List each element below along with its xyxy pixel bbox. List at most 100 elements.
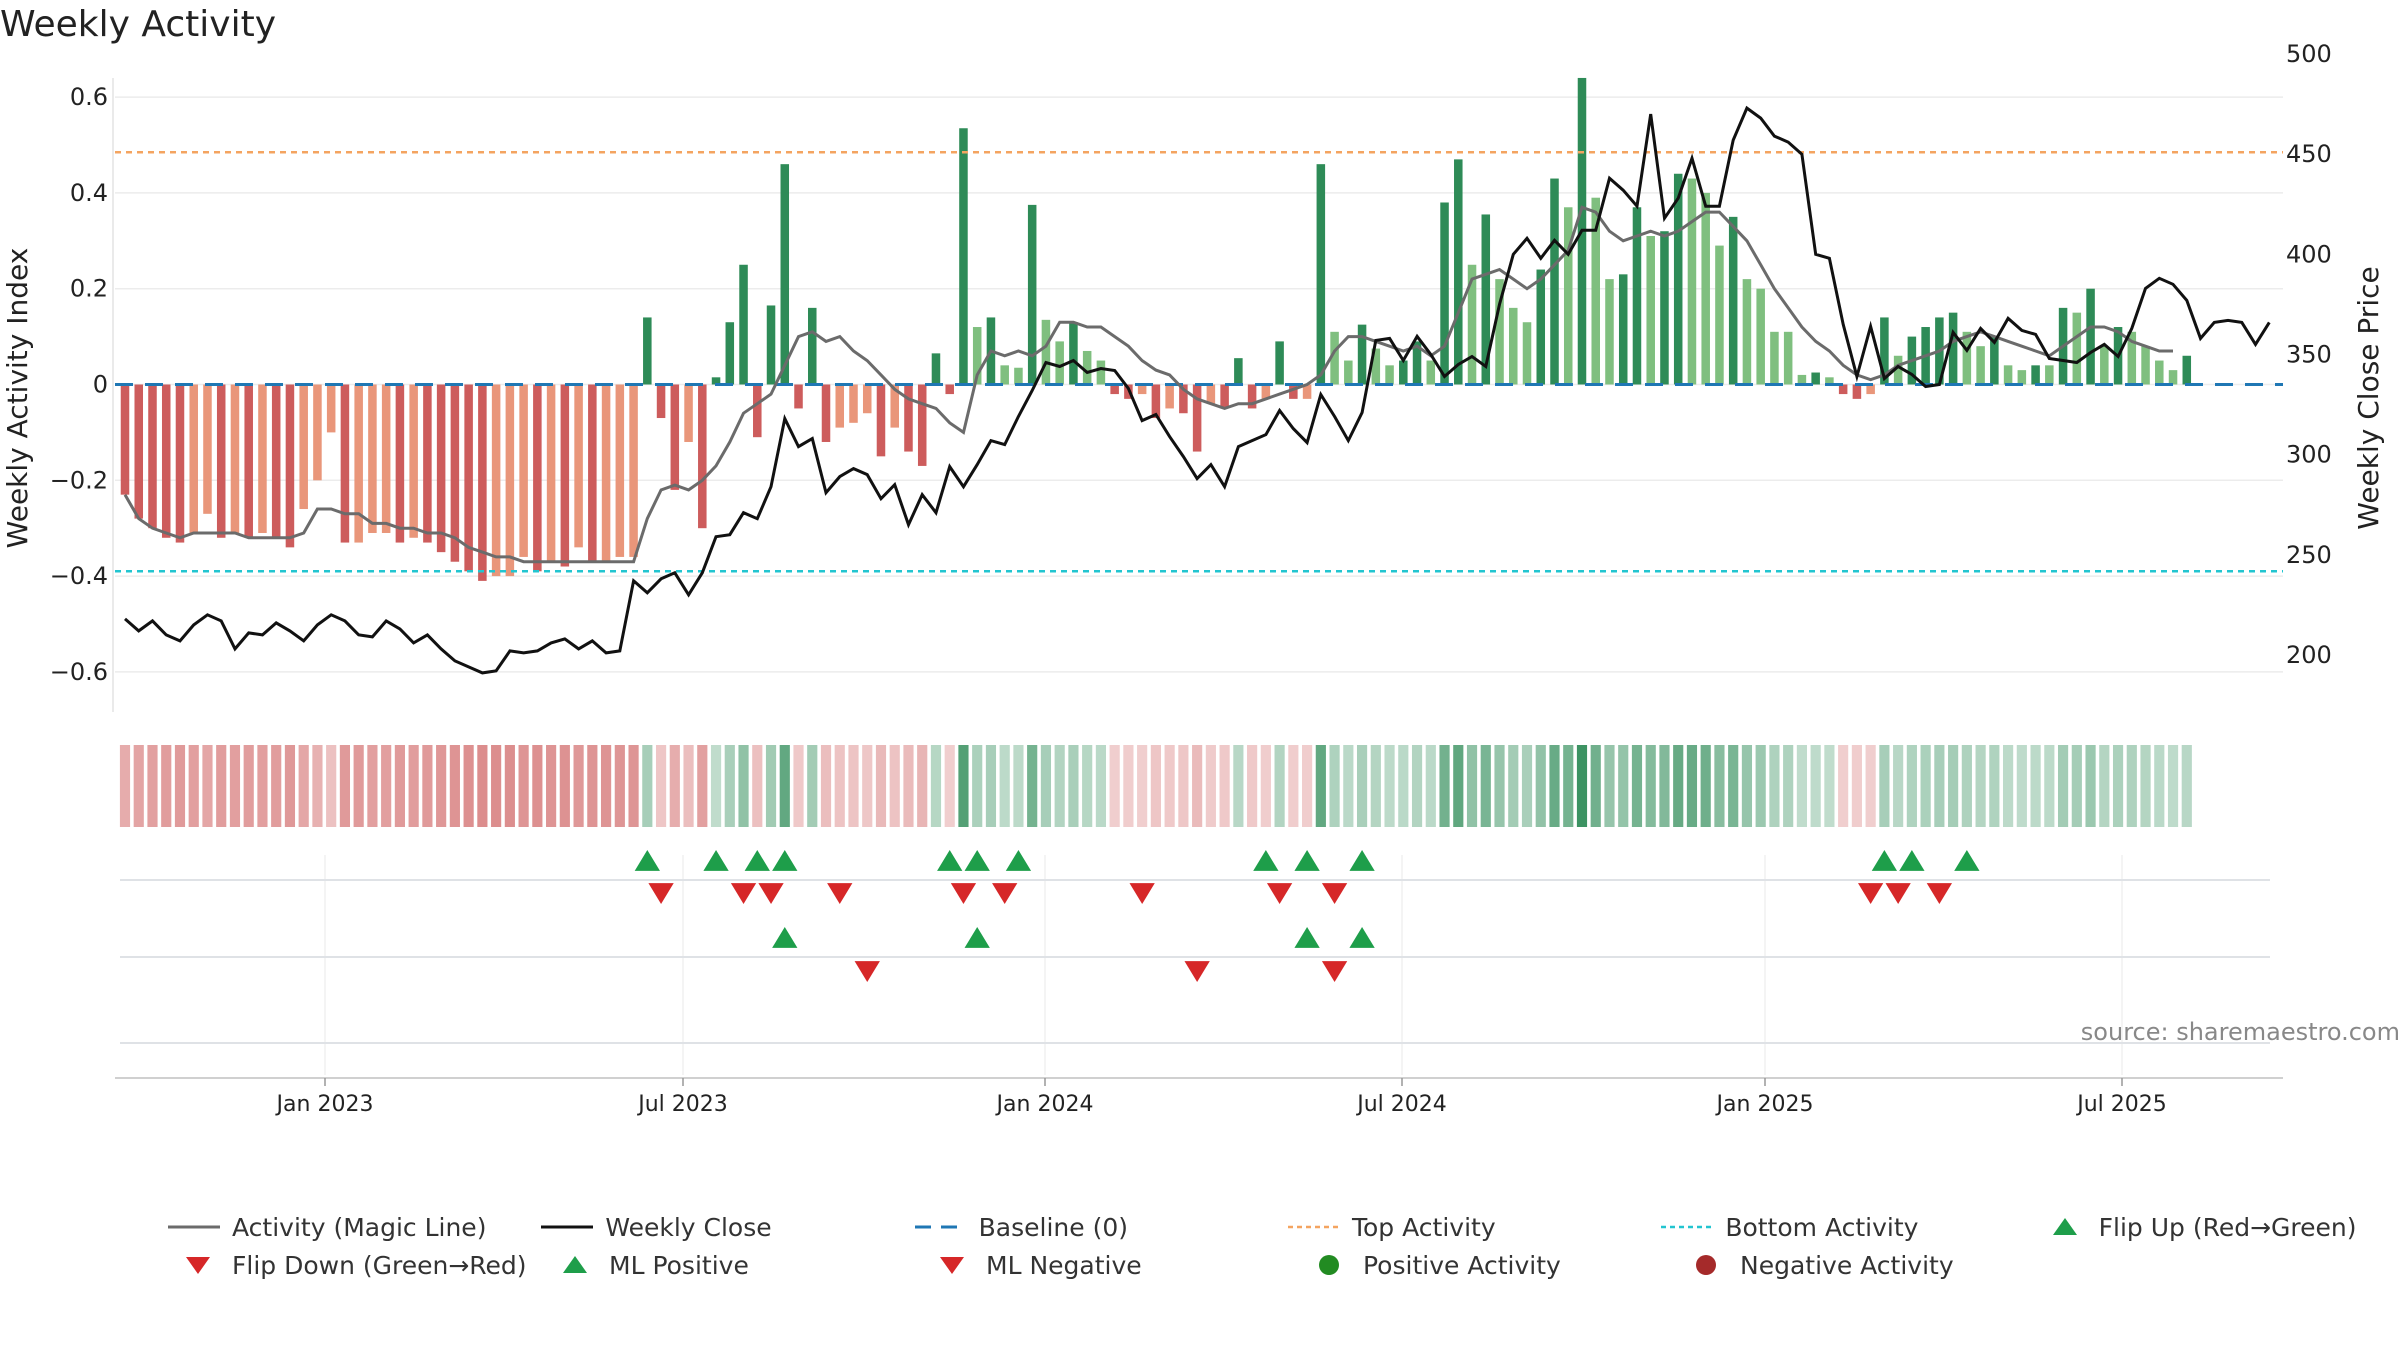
heat-strip-cell [1549, 745, 1560, 827]
activity-bar [1797, 374, 1807, 385]
activity-bar [1110, 384, 1119, 395]
legend-label: Flip Down (Green→Red) [232, 1250, 527, 1280]
heat-strip-cell [1302, 745, 1313, 827]
baseline-swatch [914, 1225, 967, 1229]
heat-strip-cell [1260, 745, 1271, 827]
activity-bar [1014, 367, 1023, 385]
activity-bar [230, 384, 240, 533]
heat-strip-cell [779, 745, 790, 827]
activity-bar [1948, 312, 1958, 385]
activity-bar [1962, 331, 1972, 385]
heat-strip-cell [752, 745, 763, 827]
heat-strip-cell [202, 745, 213, 827]
activity-bar [1550, 178, 1559, 385]
activity-bar [1770, 331, 1779, 385]
activity-bar [436, 384, 446, 553]
activity-bar [519, 384, 528, 557]
heat-strip-cell [1274, 745, 1285, 827]
source-credit: source: sharemaestro.com [2080, 1018, 2400, 1046]
activity-bar [1344, 360, 1353, 385]
heat-strip-cell [1535, 745, 1546, 827]
heat-strip-cell [119, 745, 131, 827]
heat-strip-cell [600, 745, 612, 827]
activity-bar [395, 384, 405, 543]
weekly-close-line [124, 105, 2271, 675]
heat-strip-cell [1247, 745, 1258, 827]
activity-bar [1632, 207, 1642, 385]
flip-up-marker [1294, 850, 1320, 871]
y-tick-label-left: 0.2 [70, 275, 108, 303]
ml-positive-marker [964, 927, 990, 948]
y-tick-label-left: 0.6 [70, 83, 108, 111]
heat-strip-cell [1082, 745, 1093, 827]
heat-strip-cell [1934, 745, 1945, 827]
activity-bar [423, 384, 432, 543]
y-tick-label-left: −0.4 [50, 562, 108, 590]
activity-bar [1412, 341, 1422, 385]
heat-strip-cell [862, 745, 873, 827]
heat-strip-cell [133, 745, 144, 827]
activity-bar [1687, 178, 1697, 385]
activity-bar [1220, 384, 1229, 409]
magic-line-swatch [168, 1225, 220, 1229]
heat-strip-cell [1494, 745, 1505, 827]
activity-bar [1701, 192, 1710, 385]
heat-strip-cell [697, 745, 708, 827]
top-activity-swatch [1287, 1225, 1340, 1229]
activity-bar [1082, 350, 1092, 385]
flip-down-triangle-icon [186, 1257, 210, 1274]
ml-positive-triangle-icon [563, 1256, 587, 1273]
heat-strip-cell [1480, 745, 1491, 827]
activity-bar [1275, 341, 1284, 385]
heat-strip-cell [1013, 745, 1024, 827]
heat-strip-cell [2044, 745, 2055, 827]
heat-strip-cell [1948, 745, 1959, 827]
heat-strip-cell [765, 745, 777, 827]
activity-bar [1454, 159, 1463, 385]
heat-strip-cell [1714, 745, 1725, 827]
y-tick-label-right: 200 [2286, 641, 2332, 669]
x-tick-label: Jan 2024 [995, 1092, 1094, 1117]
heat-strip-cell [1865, 745, 1876, 827]
legend-item: Negative Activity [1668, 1246, 2045, 1284]
heat-strip-cell [1975, 745, 1986, 827]
flip-down-marker [758, 883, 784, 904]
activity-bar [2086, 288, 2095, 385]
legend: Activity (Magic Line) Weekly Close Basel… [160, 1208, 2400, 1284]
heat-strip-cell [367, 745, 378, 827]
activity-bar [1646, 236, 1655, 385]
activity-bar [1289, 384, 1298, 399]
heat-strip-cell [188, 745, 199, 827]
heat-strip-cell [1137, 745, 1148, 827]
heat-strip-cell [669, 745, 680, 827]
heat-strip-cell [381, 745, 392, 827]
activity-bar [1715, 245, 1724, 385]
legend-label: ML Negative [986, 1250, 1142, 1280]
activity-bar [1069, 322, 1078, 385]
activity-bar [794, 384, 803, 409]
heat-strip-cell [504, 745, 515, 827]
heat-strip-cell [449, 745, 460, 827]
activity-bar [560, 384, 570, 567]
activity-bar [972, 327, 982, 385]
activity-bar [1563, 207, 1573, 385]
activity-bar [368, 384, 377, 533]
flip-up-marker [1899, 850, 1925, 871]
activity-bar [1316, 164, 1326, 385]
heat-strip-cell [1563, 745, 1574, 827]
activity-bar [601, 384, 611, 562]
heat-strip-cell [1741, 745, 1753, 827]
heat-strip-cell [1109, 745, 1120, 827]
legend-label: Top Activity [1351, 1212, 1496, 1242]
activity-bar [354, 384, 363, 543]
heat-strip-cell [2181, 745, 2192, 827]
heat-strip-cell [1783, 745, 1794, 827]
heat-strip-cell [1989, 745, 2000, 827]
heat-strip-cell [518, 745, 529, 827]
activity-bar [533, 384, 542, 572]
activity-bar [615, 384, 625, 557]
activity-bar [1522, 322, 1532, 385]
heat-strip-cell [161, 745, 172, 827]
activity-bar [1880, 317, 1889, 385]
heat-strip-cell [1590, 745, 1601, 827]
